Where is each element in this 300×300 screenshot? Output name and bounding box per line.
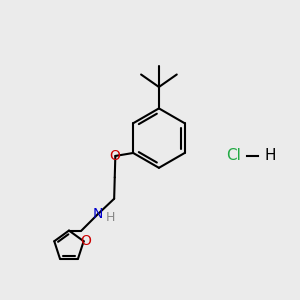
Text: O: O: [80, 234, 91, 248]
Text: H: H: [265, 148, 276, 164]
Text: Cl: Cl: [226, 148, 241, 164]
Text: N: N: [93, 207, 103, 221]
Text: H: H: [106, 211, 115, 224]
Text: O: O: [109, 149, 120, 163]
